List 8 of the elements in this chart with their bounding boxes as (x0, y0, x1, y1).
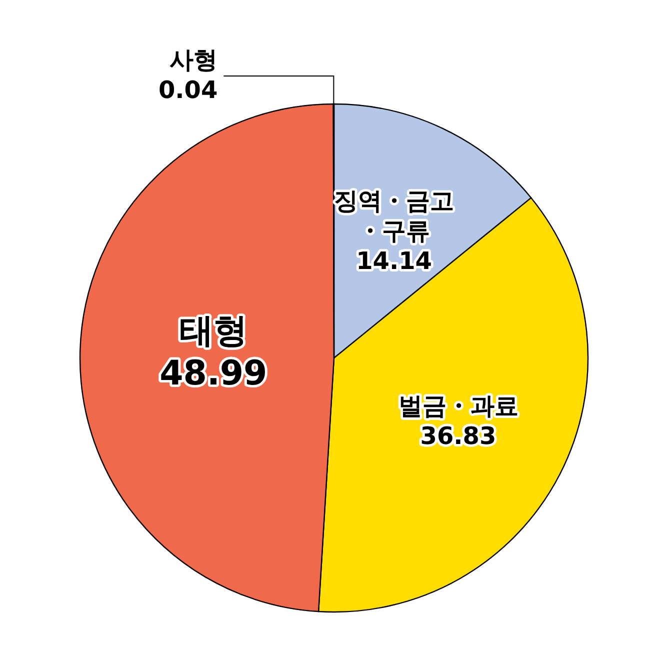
slice-label: 징역・금고・구류 (334, 186, 454, 244)
slice-label: 태형 (179, 312, 248, 352)
slice-label: 사형 (170, 46, 218, 74)
data-label: 36.83 (420, 421, 496, 450)
data-label: 0.04 (158, 76, 218, 104)
slice-label: 벌금・과료 (398, 391, 518, 420)
data-label: 14.14 (356, 246, 432, 274)
data-label: 48.99 (160, 354, 268, 394)
